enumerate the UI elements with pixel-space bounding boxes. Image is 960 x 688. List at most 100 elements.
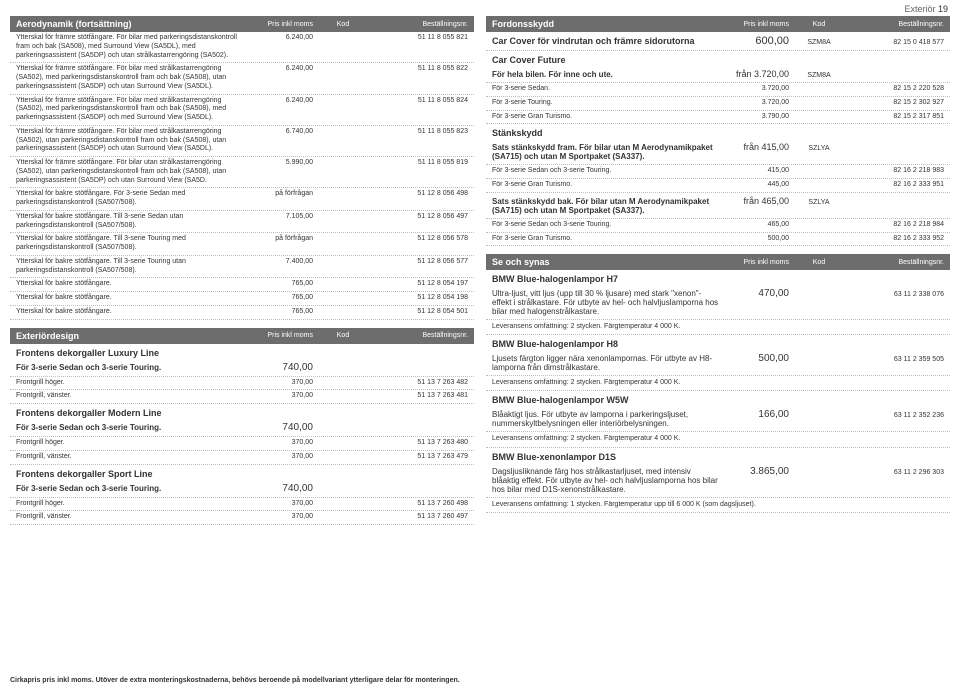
section-title: Aerodynamik (fortsättning) xyxy=(16,19,243,29)
desc: För hela bilen. För inne och ute. xyxy=(492,70,719,79)
best: 82 16 2 218 983 xyxy=(849,167,944,174)
section-title: Fordonsskydd xyxy=(492,19,719,29)
table-row: Frontgrill höger.370,0051 13 7 260 498 xyxy=(10,498,474,512)
col-price: Pris inkl moms xyxy=(243,21,313,28)
best: 51 11 8 055 819 xyxy=(373,159,468,166)
desc: Ytterskal för främre stötfångare. För bi… xyxy=(16,159,243,185)
desc: För 3-serie Gran Turismo. xyxy=(492,235,719,244)
price: 765,00 xyxy=(243,294,313,301)
section-title: Se och synas xyxy=(492,257,719,267)
table-row: Ytterskal för bakre stötfångare.765,0051… xyxy=(10,278,474,292)
table-row: Ytterskal för främre stötfångare. För bi… xyxy=(10,63,474,94)
desc: För 3-serie Gran Turismo. xyxy=(492,113,719,122)
stank-rows1: För 3-serie Sedan och 3-serie Touring.41… xyxy=(486,165,950,193)
lamp-head: BMW Blue-halogenlampor W5W xyxy=(486,391,950,406)
desc: Ytterskal för främre stötfångare. För bi… xyxy=(16,97,243,123)
group-sub: För 3-serie Sedan och 3-serie Touring.74… xyxy=(10,359,474,377)
desc: För 3-serie Sedan och 3-serie Touring. xyxy=(492,167,719,176)
left-column: Aerodynamik (fortsättning) Pris inkl mom… xyxy=(10,8,474,525)
desc: Sats stänkskydd fram. För bilar utan M A… xyxy=(492,143,719,161)
page-number: 19 xyxy=(938,4,948,14)
table-row: För 3-serie Sedan och 3-serie Touring.41… xyxy=(486,165,950,179)
stank-sub1: Sats stänkskydd fram. För bilar utan M A… xyxy=(486,139,950,165)
car-cover-future-sub: För hela bilen. För inne och ute. från 3… xyxy=(486,66,950,83)
price: på förfrågan xyxy=(243,235,313,242)
price: 6.740,00 xyxy=(243,128,313,135)
lamp-note: Leveransens omfattning: 2 stycken. Färgt… xyxy=(486,432,950,447)
price: 370,00 xyxy=(243,392,313,399)
lamp-row: Dagsljusliknande färg hos strålkastarlju… xyxy=(486,463,950,498)
col-best: Beställningsnr. xyxy=(373,21,468,28)
stank-head: Stänkskydd xyxy=(486,124,950,139)
table-row: För 3-serie Gran Turismo.500,0082 16 2 3… xyxy=(486,233,950,247)
desc: För 3-serie Sedan och 3-serie Touring. xyxy=(492,221,719,230)
price: 370,00 xyxy=(243,500,313,507)
price: 7.400,00 xyxy=(243,258,313,265)
price: 465,00 xyxy=(719,221,789,228)
price: 6.240,00 xyxy=(243,34,313,41)
kod: SZLYA xyxy=(789,199,849,206)
best: 51 12 8 056 497 xyxy=(373,213,468,220)
table-row: Frontgrill höger.370,00 51 13 7 263 480 xyxy=(10,437,474,451)
price: på förfrågan xyxy=(243,190,313,197)
best: 82 16 2 218 984 xyxy=(849,221,944,228)
para: Blåaktigt ljus. För utbyte av lamporna i… xyxy=(492,410,719,428)
lamp-head: BMW Blue-halogenlampor H8 xyxy=(486,335,950,350)
desc: Ytterskal för bakre stötfångare. Till 3-… xyxy=(16,213,243,231)
best: 51 13 7 260 497 xyxy=(373,513,468,520)
best: 82 15 0 418 577 xyxy=(849,39,944,46)
best: 51 13 7 260 498 xyxy=(373,500,468,507)
table-row: Ytterskal för bakre stötfångare. Till 3-… xyxy=(10,233,474,256)
col-kod: Kod xyxy=(789,21,849,28)
table-row: Frontgrill, vänster.370,0051 13 7 263 48… xyxy=(10,390,474,404)
right-column: Fordonsskydd Pris inkl moms Kod Beställn… xyxy=(486,8,950,525)
best: 82 15 2 220 528 xyxy=(849,85,944,92)
car-cover-future-head: Car Cover Future xyxy=(486,51,950,66)
best: 51 13 7 263 480 xyxy=(373,439,468,446)
group-head: Frontens dekorgaller Modern Line xyxy=(10,404,474,419)
table-row: För 3-serie Gran Turismo.3.790,0082 15 2… xyxy=(486,111,950,125)
desc: Frontgrill höger. xyxy=(16,439,243,448)
desc: Ytterskal för bakre stötfångare. Till 3-… xyxy=(16,258,243,276)
price: 166,00 xyxy=(719,409,789,420)
desc: Car Cover för vindrutan och främre sidor… xyxy=(492,36,719,46)
col-kod: Kod xyxy=(313,332,373,339)
best: 63 11 2 359 505 xyxy=(849,356,944,363)
desc: Frontgrill, vänster. xyxy=(16,513,243,522)
col-kod: Kod xyxy=(313,21,373,28)
aero-rows: Ytterskal för främre stötfångare. För bi… xyxy=(10,32,474,320)
table-row: Ytterskal för bakre stötfångare. Till 3-… xyxy=(10,211,474,234)
synas-rows: BMW Blue-halogenlampor H7 Ultra-ljust, vi… xyxy=(486,270,950,512)
price: 500,00 xyxy=(719,235,789,242)
table-row: Frontgrill, vänster.370,0051 13 7 260 49… xyxy=(10,511,474,525)
desc: Ytterskal för främre stötfångare. För bi… xyxy=(16,128,243,154)
table-row: För 3-serie Gran Turismo.445,0082 16 2 3… xyxy=(486,179,950,193)
best: 51 12 8 054 198 xyxy=(373,294,468,301)
page-body: Aerodynamik (fortsättning) Pris inkl mom… xyxy=(0,0,960,529)
best: 51 11 8 055 822 xyxy=(373,65,468,72)
lamp-note: Leveransens omfattning: 1 stycken. Färgt… xyxy=(486,498,950,513)
lamp-head: BMW Blue-halogenlampor H7 xyxy=(486,270,950,285)
col-best: Beställningsnr. xyxy=(849,259,944,266)
price: 600,00 xyxy=(719,35,789,47)
best: 51 12 8 056 498 xyxy=(373,190,468,197)
price: 370,00 xyxy=(243,439,313,446)
lamp-note: Leveransens omfattning: 2 stycken. Färgt… xyxy=(486,376,950,391)
best: 51 12 8 054 501 xyxy=(373,308,468,315)
table-row: Ytterskal för bakre stötfångare. För 3-s… xyxy=(10,188,474,211)
price: 370,00 xyxy=(243,379,313,386)
para: Ultra-ljust, vitt ljus (upp till 30 % lj… xyxy=(492,289,719,316)
lamp-head: BMW Blue-xenonlampor D1S xyxy=(486,448,950,463)
table-row: Ytterskal för främre stötfångare. För bi… xyxy=(10,126,474,157)
col-price: Pris inkl moms xyxy=(243,332,313,339)
best: 82 16 2 333 951 xyxy=(849,181,944,188)
lamp-note: Leveransens omfattning: 2 stycken. Färgt… xyxy=(486,320,950,335)
price: 765,00 xyxy=(243,308,313,315)
price: 3.720,00 xyxy=(719,85,789,92)
table-row: För 3-serie Sedan och 3-serie Touring.46… xyxy=(486,219,950,233)
desc: Ytterskal för bakre stötfångare. För 3-s… xyxy=(16,190,243,208)
future-rows: För 3-serie Sedan.3.720,0082 15 2 220 52… xyxy=(486,83,950,124)
group-sub: För 3-serie Sedan och 3-serie Touring.74… xyxy=(10,419,474,437)
desc: För 3-serie Gran Turismo. xyxy=(492,181,719,190)
best: 51 13 7 263 482 xyxy=(373,379,468,386)
